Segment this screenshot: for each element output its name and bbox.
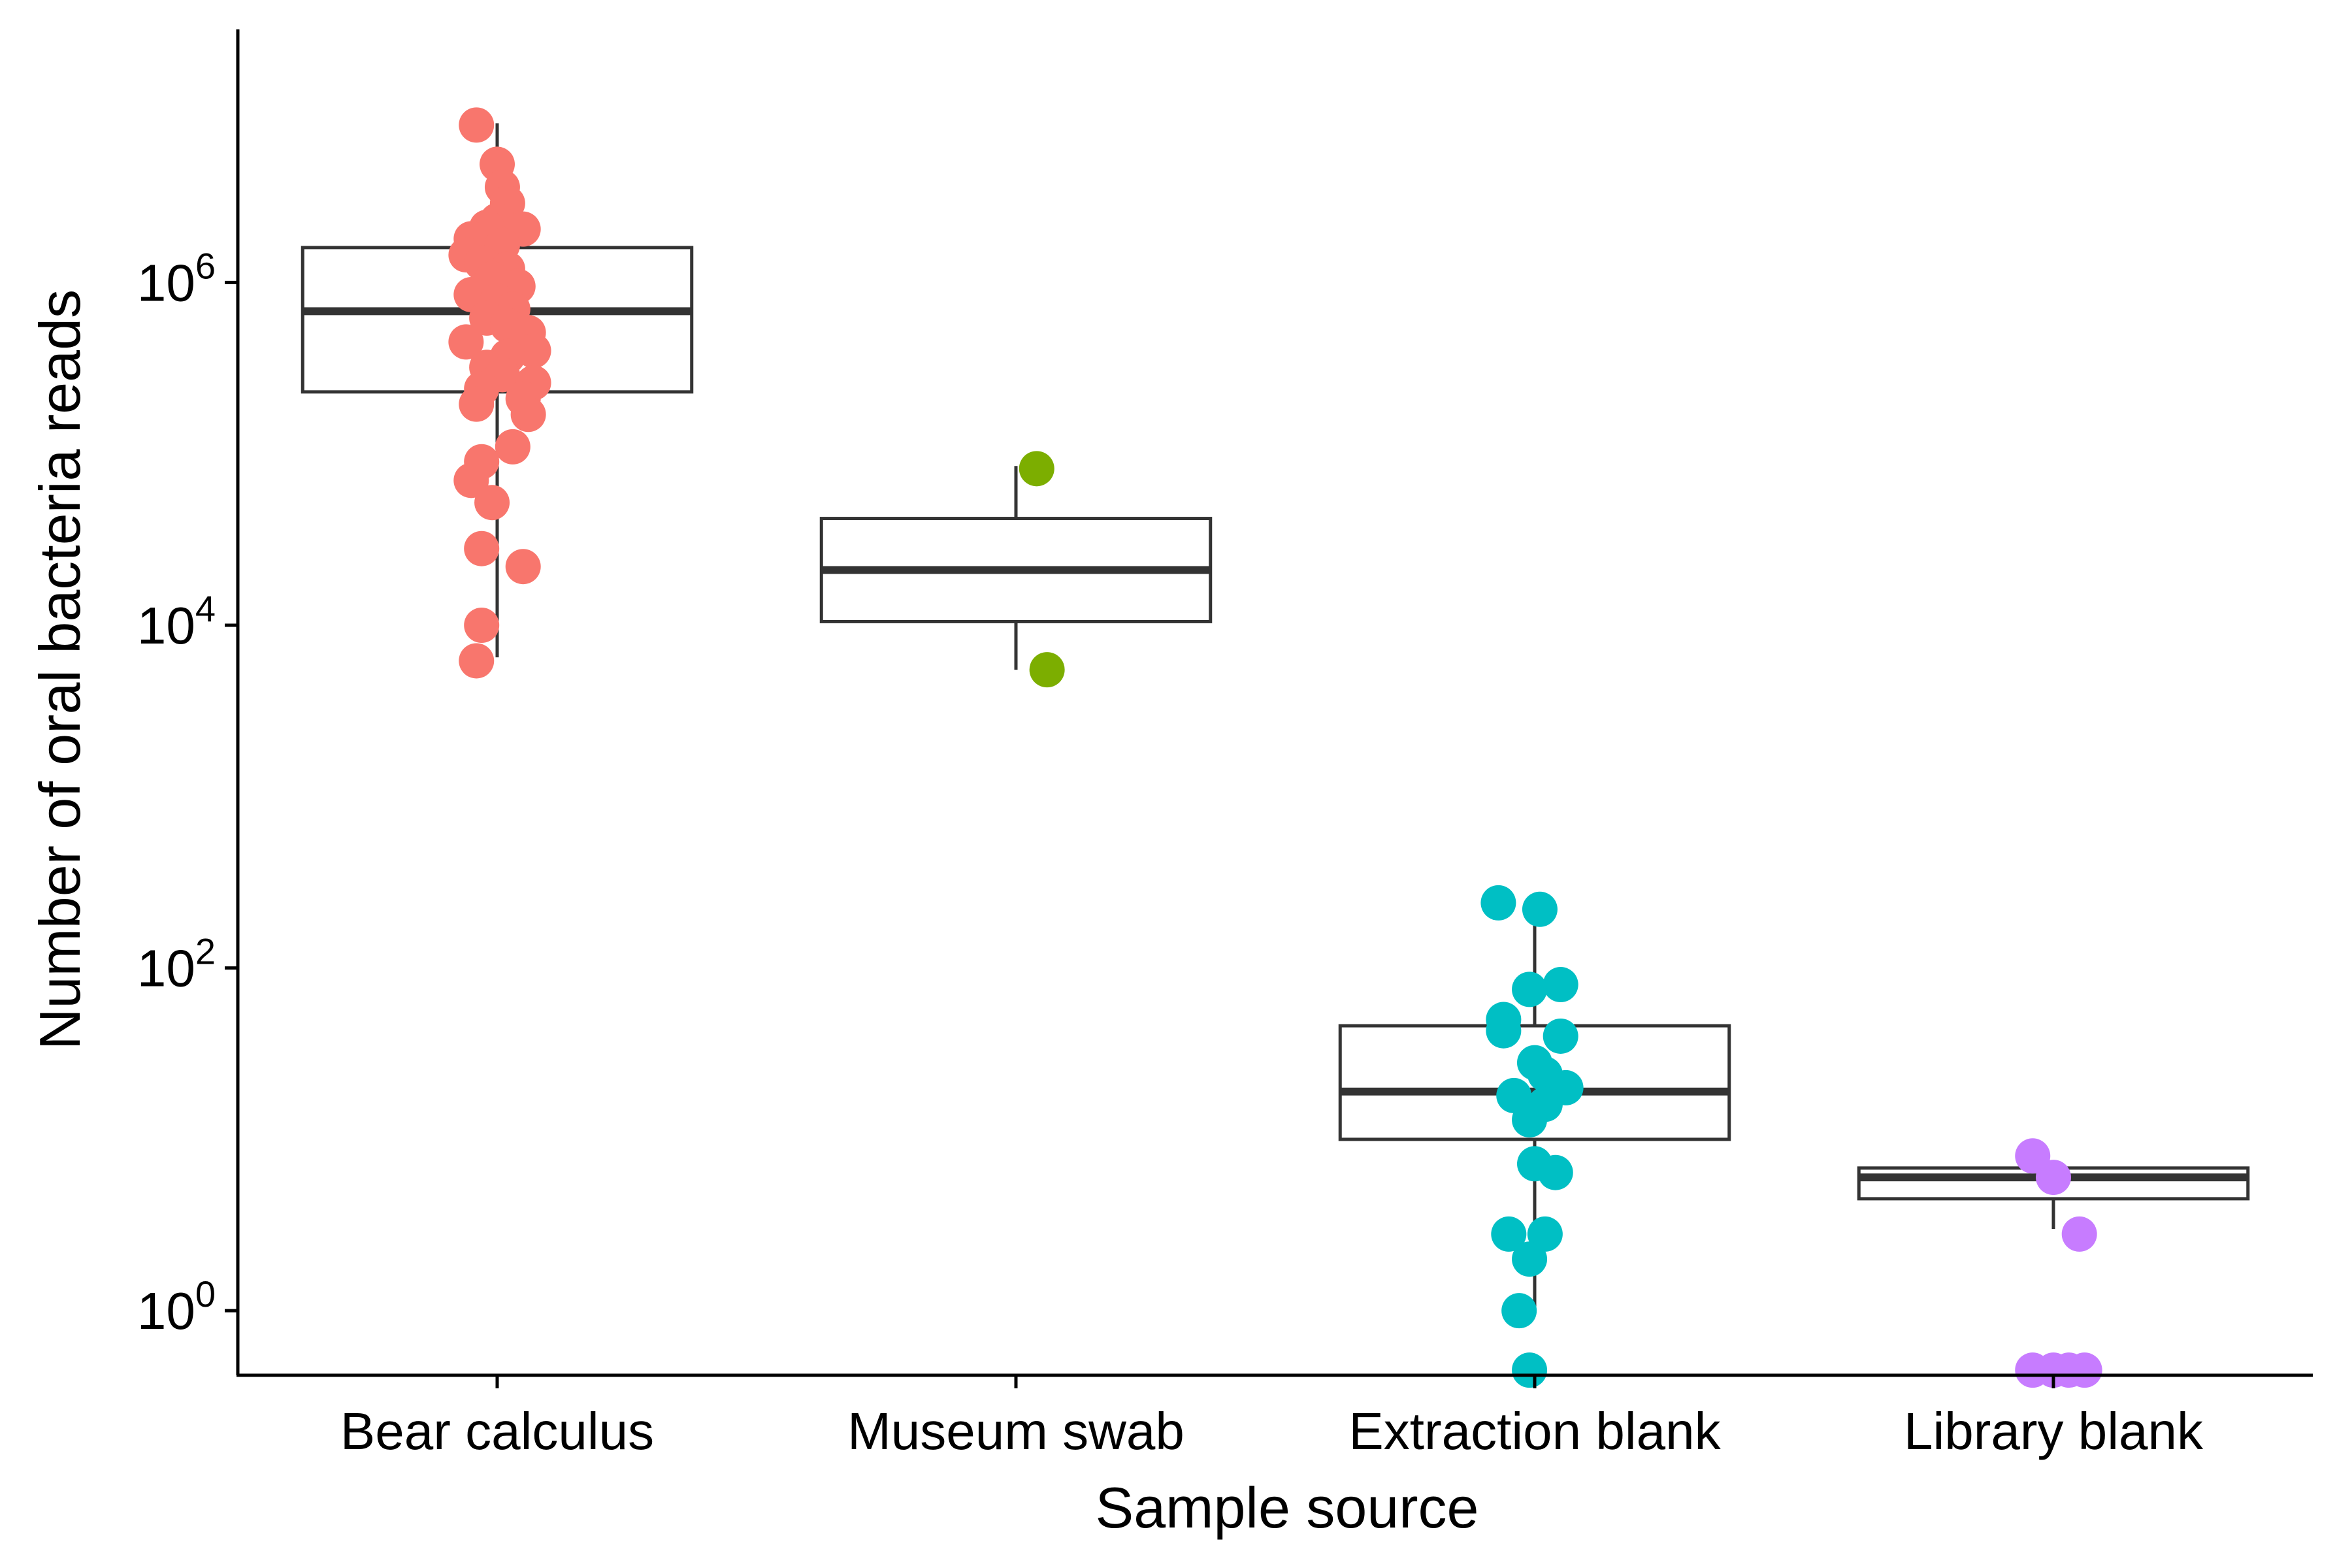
point-extraction-blank-58 — [1501, 1293, 1537, 1329]
y-tick-label: 106 — [137, 245, 216, 312]
point-extraction-blank-42 — [1543, 967, 1578, 1003]
point-bear-calculus-29 — [510, 397, 546, 433]
boxes-layer — [301, 123, 2250, 1311]
point-museum-swab-38 — [1019, 451, 1054, 487]
y-tick-label: 102 — [137, 931, 216, 998]
point-bear-calculus-37 — [459, 643, 495, 679]
ticks-layer: 100 102 104 106 Bear calculus Museum swab Extr… — [137, 245, 2204, 1460]
point-extraction-blank-46 — [1543, 1018, 1578, 1054]
point-extraction-blank-43 — [1512, 972, 1548, 1007]
x-axis-title: Sample source — [1096, 1475, 1479, 1540]
x-tick-label: Bear calculus — [340, 1402, 654, 1460]
point-bear-calculus-20 — [448, 324, 484, 360]
point-bear-calculus-0 — [459, 107, 495, 143]
point-extraction-blank-41 — [1522, 891, 1558, 927]
y-tick-label: 100 — [137, 1273, 216, 1340]
point-extraction-blank-40 — [1480, 885, 1516, 921]
point-bear-calculus-35 — [505, 549, 541, 585]
point-extraction-blank-59 — [1512, 1352, 1548, 1388]
y-axis-title: Number of oral bacteria reads — [27, 289, 92, 1050]
point-bear-calculus-34 — [464, 531, 500, 566]
point-bear-calculus-30 — [495, 429, 531, 465]
point-extraction-blank-55 — [1491, 1216, 1527, 1252]
x-tick-label: Extraction blank — [1348, 1402, 1721, 1460]
point-bear-calculus-33 — [474, 485, 510, 521]
y-tick-label: 104 — [137, 588, 216, 655]
point-extraction-blank-54 — [1537, 1154, 1573, 1190]
point-bear-calculus-36 — [464, 608, 500, 644]
points-layer — [448, 107, 2102, 1388]
point-extraction-blank-57 — [1512, 1241, 1548, 1277]
point-library-blank-61 — [2036, 1160, 2071, 1196]
point-bear-calculus-28 — [459, 386, 495, 422]
axes-layer — [236, 29, 2313, 1377]
x-tick-label: Library blank — [1904, 1402, 2204, 1460]
point-library-blank-66 — [2066, 1352, 2102, 1388]
point-library-blank-62 — [2061, 1216, 2097, 1252]
x-tick-label: Museum swab — [847, 1402, 1184, 1460]
point-extraction-blank-45 — [1486, 1013, 1522, 1049]
point-museum-swab-39 — [1029, 652, 1065, 688]
point-extraction-blank-52 — [1512, 1102, 1548, 1138]
point-bear-calculus-32 — [453, 463, 489, 498]
